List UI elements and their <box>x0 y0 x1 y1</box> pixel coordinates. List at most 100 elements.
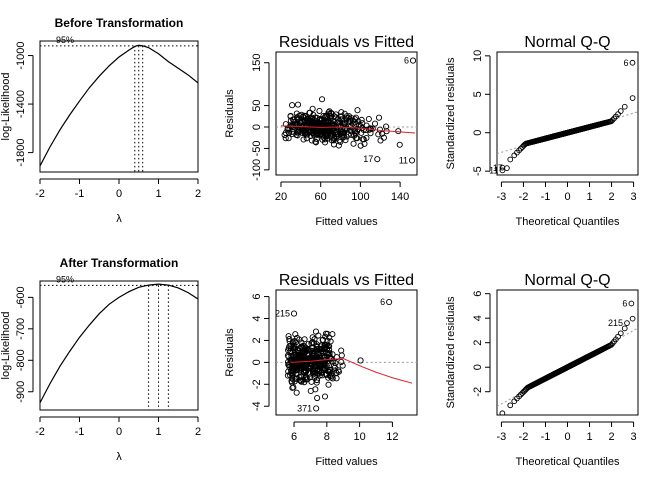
residual-point <box>350 140 357 147</box>
residual-point <box>294 132 301 139</box>
chart-title: Before Transformation <box>55 16 184 30</box>
chart-title: After Transformation <box>60 256 179 270</box>
outlier-label: 17 <box>363 154 373 164</box>
residual-point <box>307 364 314 371</box>
x-tick-label: -1 <box>541 191 551 203</box>
qq-point <box>609 117 616 123</box>
residual-point <box>338 347 345 354</box>
x-tick-label: 2 <box>195 188 201 200</box>
residual-point <box>358 116 365 123</box>
data-layer <box>40 283 198 410</box>
residual-point <box>340 130 348 137</box>
x-tick-label: -2 <box>519 431 529 443</box>
chart-title: Residuals vs Fitted <box>279 34 414 51</box>
residual-point <box>286 336 293 343</box>
residual-point <box>322 112 329 119</box>
y-tick-label: 4 <box>251 315 263 321</box>
y-tick-label: 5 <box>472 91 484 97</box>
outlier-point <box>504 165 510 171</box>
residual-point <box>294 129 301 136</box>
y-tick-label: 6 <box>251 294 263 300</box>
data-layer <box>497 300 638 415</box>
y-tick-label: -5 <box>472 166 484 176</box>
likelihood-curve <box>40 283 198 404</box>
outlier-point <box>629 59 636 66</box>
residual-point <box>284 352 291 359</box>
residual-point <box>300 136 307 143</box>
residual-point <box>338 352 345 359</box>
x-tick-label: -1 <box>75 188 85 200</box>
residual-point <box>321 139 329 146</box>
x-tick-label: 0 <box>564 191 570 203</box>
x-tick-label: 3 <box>631 431 637 443</box>
residual-point <box>319 369 326 376</box>
residual-point <box>298 372 305 380</box>
residual-point <box>287 112 294 119</box>
residual-point <box>329 124 336 131</box>
residual-point <box>303 115 310 123</box>
residual-point <box>345 131 352 138</box>
residual-point <box>310 369 317 376</box>
residual-point <box>333 375 340 382</box>
x-tick-label: 0 <box>564 431 570 443</box>
y-tick-label: 10 <box>472 50 484 62</box>
residual-point <box>338 109 345 116</box>
y-tick-label: -600 <box>15 286 27 308</box>
x-tick-label: 2 <box>609 191 615 203</box>
residual-point <box>309 105 316 112</box>
residual-point <box>359 120 366 127</box>
residual-point <box>345 114 352 122</box>
x-axis-label: λ <box>116 451 122 463</box>
y-tick-label: 0 <box>472 130 484 136</box>
residual-point <box>296 345 303 352</box>
outlier-point <box>628 300 635 307</box>
data-layer <box>276 57 417 164</box>
residual-point <box>363 127 370 134</box>
residual-point <box>295 128 302 135</box>
qq-point <box>518 145 524 152</box>
residual-point <box>329 117 336 125</box>
outlier-label: 11 <box>399 155 408 165</box>
ci-label: 95% <box>56 35 74 45</box>
residual-point <box>382 123 390 130</box>
plot-box <box>275 51 418 176</box>
chart-title: Normal Q-Q <box>524 272 610 289</box>
residual-point <box>307 387 314 394</box>
y-axis-label: log-Likelihood <box>0 73 12 141</box>
y-tick-label: -800 <box>15 349 27 371</box>
residual-point <box>288 377 295 385</box>
residual-point <box>310 131 317 138</box>
qq-point <box>629 95 636 101</box>
x-axis-label: Theoretical Quantiles <box>516 456 620 468</box>
residual-point <box>336 118 343 125</box>
y-tick-label: 0 <box>251 359 263 365</box>
qq-point <box>617 330 624 337</box>
residual-point <box>354 107 361 114</box>
residual-point <box>326 334 333 341</box>
residual-point <box>345 119 352 126</box>
qq-point <box>615 333 621 340</box>
residual-point <box>286 371 293 378</box>
residual-point <box>309 334 316 341</box>
residual-point <box>301 348 308 355</box>
residual-point <box>321 393 329 400</box>
residual-point <box>305 365 312 372</box>
y-axis-label: Residuals <box>224 89 236 138</box>
residual-point <box>302 360 309 367</box>
outlier-label: 17 <box>493 163 503 173</box>
residual-point <box>315 128 322 135</box>
qq-point <box>516 147 522 154</box>
outlier-label: 6 <box>404 56 409 66</box>
x-tick-label: 3 <box>631 191 637 203</box>
residual-point <box>293 389 300 396</box>
y-tick-label: 2 <box>472 340 484 346</box>
residual-point <box>318 348 325 355</box>
residual-point <box>309 352 316 360</box>
residual-point <box>328 110 335 117</box>
residual-point <box>371 120 379 127</box>
y-axis-label: Standardized residuals <box>445 296 457 408</box>
x-tick-label: 1 <box>586 191 592 203</box>
data-layer <box>40 44 198 172</box>
x-tick-label: -1 <box>75 426 85 438</box>
ci-label: 95% <box>56 274 74 284</box>
